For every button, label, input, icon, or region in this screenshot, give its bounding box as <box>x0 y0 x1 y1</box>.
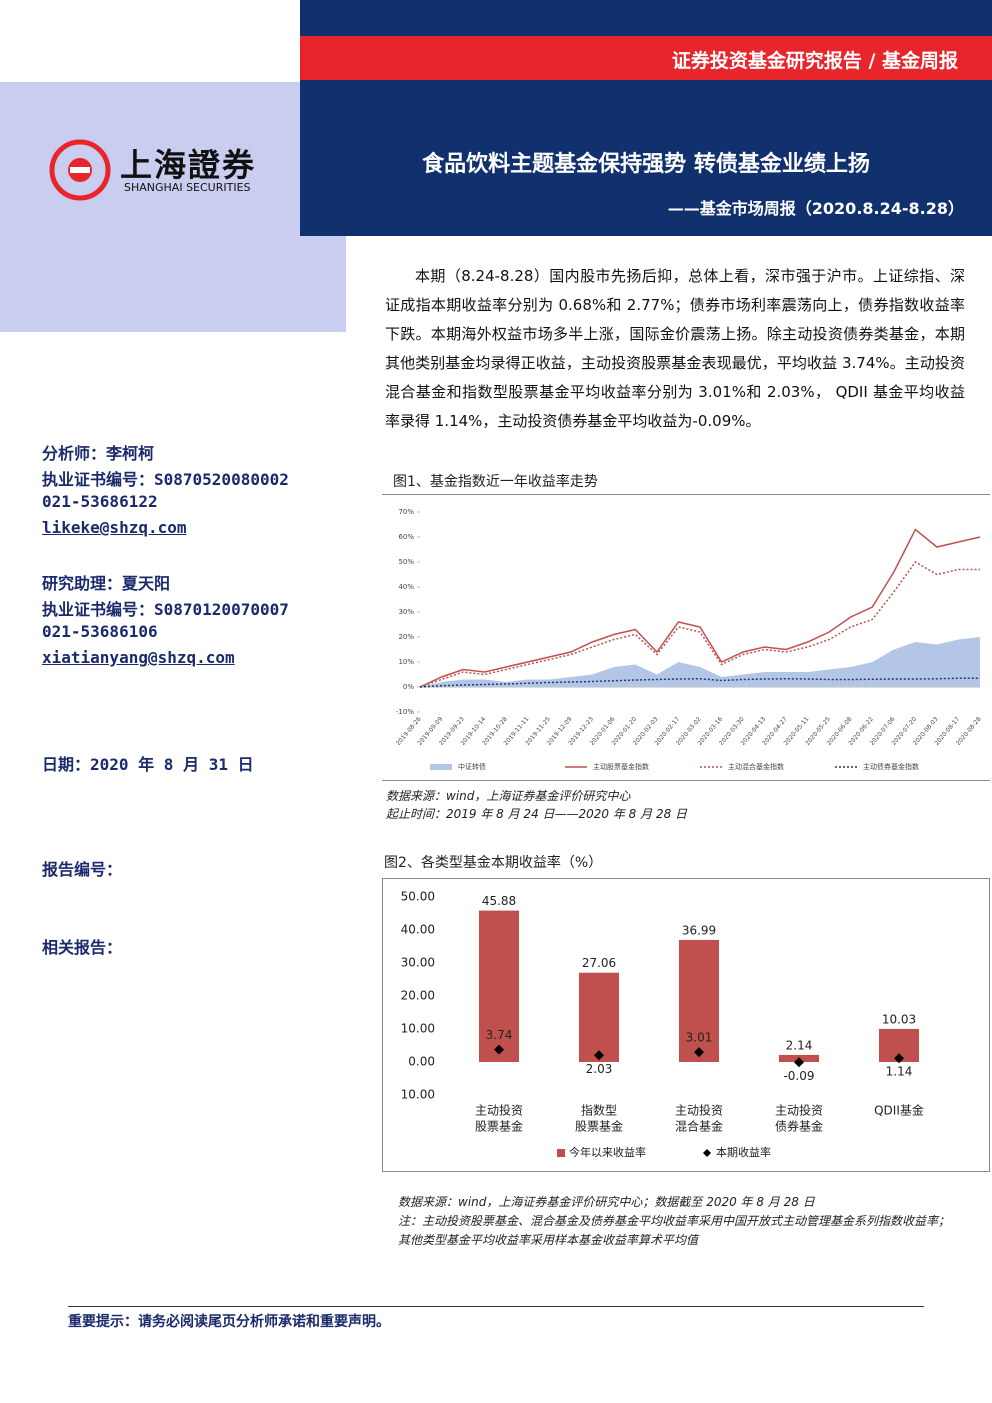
rule <box>382 494 990 495</box>
bar-label: 45.88 <box>482 894 516 908</box>
line <box>419 561 980 688</box>
related: 相关报告： <box>42 938 123 957</box>
marker-label: 2.03 <box>586 1062 613 1076</box>
x-tick-label: 指数型 <box>581 1103 617 1118</box>
date: 日期：2020 年 8 月 31 日 <box>42 755 254 774</box>
period: 起止时间：2019 年 8 月 24 日——2020 年 8 月 28 日 <box>386 807 688 821</box>
y-tick-label: 0.00 <box>408 1055 435 1069</box>
legend-label: 主动混合基金指数 <box>728 762 784 771</box>
bar-label: 36.99 <box>682 923 716 937</box>
email[interactable]: xiatianyang@shzq.com <box>42 648 235 667</box>
y-tick-label: 60% <box>398 533 414 541</box>
category: 证券投资基金研究报告 / 基金周报 <box>671 50 958 72</box>
y-tick-label: 20.00 <box>401 989 435 1003</box>
y-tick-label: 30.00 <box>401 956 435 970</box>
phone: 021-53686122 <box>42 492 158 511</box>
phone: 021-53686106 <box>42 622 158 641</box>
y-tick-label: 30% <box>398 608 414 616</box>
legend-label: 主动股票基金指数 <box>593 762 649 771</box>
y-tick-label: 50% <box>398 558 414 566</box>
marker <box>694 1047 704 1058</box>
company-en: SHANGHAI SECURITIES <box>124 181 251 194</box>
legend-swatch <box>557 1149 565 1157</box>
area <box>420 637 980 687</box>
y-tick-label: 40.00 <box>401 923 435 937</box>
marker <box>594 1050 604 1061</box>
rule <box>68 1306 924 1307</box>
y-tick-label: 10.00 <box>401 1088 435 1102</box>
side-band <box>0 236 346 332</box>
bar-label: 10.03 <box>882 1012 916 1026</box>
y-tick-label: 50.00 <box>401 890 435 904</box>
y-tick-label: 10% <box>398 658 414 666</box>
chart: -10%0%10%20%30%40%50%60%70%2019-08-26201… <box>395 508 983 771</box>
analyst: 分析师：李柯柯 <box>42 444 155 463</box>
x-tick-label: QDII基金 <box>874 1103 924 1118</box>
x-tick-label: 主动投资 <box>475 1103 523 1118</box>
legend-swatch <box>430 764 452 770</box>
legend-label: 本期收益率 <box>716 1145 771 1159</box>
title: 食品饮料主题基金保持强势 转债基金业绩上扬 <box>422 152 870 177</box>
figure-title: 图2、各类型基金本期收益率（%） <box>384 855 603 871</box>
legend-label: 今年以来收益率 <box>569 1145 646 1159</box>
x-tick-label: 股票基金 <box>575 1119 623 1134</box>
x-tick-label: 债券基金 <box>775 1119 823 1134</box>
footer: 重要提示：请务必阅读尾页分析师承诺和重要声明。 <box>68 1314 390 1330</box>
source: 数据来源：wind，上海证券基金评价研究中心 <box>386 789 631 803</box>
cert: 执业证书编号：S0870120070007 <box>42 600 289 619</box>
x-tick-label: 主动投资 <box>675 1103 723 1118</box>
marker <box>894 1053 904 1064</box>
chart: 10.000.0010.0020.0030.0040.0050.00主动投资股票… <box>382 878 990 1172</box>
subtitle: ——基金市场周报（2020.8.24-8.28） <box>667 199 964 218</box>
company: 上海證券 <box>120 146 257 184</box>
email[interactable]: likeke@shzq.com <box>42 518 187 537</box>
marker <box>794 1057 804 1068</box>
y-tick-label: 40% <box>398 583 414 591</box>
report-no: 报告编号： <box>42 860 123 879</box>
marker-label: 3.01 <box>686 1031 713 1045</box>
logo-band <box>0 82 300 236</box>
y-tick-label: -10% <box>396 708 414 716</box>
bar <box>579 972 619 1062</box>
y-tick-label: 10.00 <box>401 1022 435 1036</box>
assistant: 研究助理：夏天阳 <box>42 574 171 593</box>
bar-label: 2.14 <box>786 1038 813 1052</box>
summary: 本期（8.24-8.28）国内股市先扬后抑，总体上看，深市强于沪市。上证综指、深… <box>385 267 965 430</box>
line <box>419 528 981 688</box>
source: 数据来源：wind，上海证券基金评价研究中心；数据截至 2020 年 8 月 2… <box>398 1195 815 1209</box>
logo-icon <box>49 139 111 201</box>
bar <box>479 910 519 1062</box>
bar <box>679 939 719 1062</box>
marker-label: 1.14 <box>886 1065 913 1079</box>
x-tick-label: 混合基金 <box>675 1119 723 1134</box>
y-tick-label: 70% <box>398 508 414 516</box>
bar-label: 27.06 <box>582 956 616 970</box>
category-band <box>300 36 992 80</box>
legend-swatch <box>703 1149 711 1157</box>
marker <box>494 1044 504 1055</box>
legend-label: 中证转债 <box>458 762 486 771</box>
cert: 执业证书编号：S0870520080002 <box>42 470 289 489</box>
y-tick-label: 0% <box>403 683 414 691</box>
x-tick-label: 股票基金 <box>475 1119 523 1134</box>
marker-label: -0.09 <box>783 1069 814 1083</box>
note: 注：主动投资股票基金、混合基金及债券基金平均收益率采用中国开放式主动管理基金系列… <box>398 1214 951 1247</box>
legend-label: 主动债券基金指数 <box>863 762 919 771</box>
rule <box>382 780 990 781</box>
figure-title: 图1、基金指数近一年收益率走势 <box>393 474 598 490</box>
line <box>419 677 980 688</box>
y-tick-label: 20% <box>398 633 414 641</box>
x-tick-label: 主动投资 <box>775 1103 823 1118</box>
marker-label: 3.74 <box>486 1028 513 1042</box>
